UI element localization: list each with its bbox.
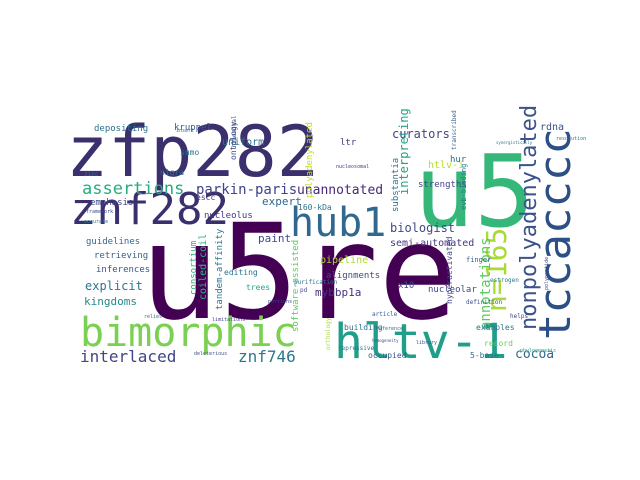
word-55: x10 <box>398 281 414 291</box>
word-81: phylogenetic <box>520 348 556 354</box>
word-22: mybbp1a <box>315 286 361 299</box>
word-87: synergistically <box>496 140 533 145</box>
word-70: ribosomal <box>231 115 238 148</box>
word-67: estrogen <box>490 277 519 284</box>
word-31: retrieving <box>94 251 148 261</box>
word-37: polyadenylated <box>305 122 315 198</box>
word-80: library <box>416 340 437 346</box>
word-47: hur <box>450 155 467 165</box>
word-46: htlv-i <box>428 160 464 171</box>
word-15: parkin-paris <box>196 182 297 198</box>
word-75: deleterious <box>194 351 227 357</box>
word-19: curators <box>392 127 450 141</box>
word-74: limitations <box>212 317 245 323</box>
word-68: article <box>372 311 398 318</box>
word-83: resolution <box>556 136 586 142</box>
word-48: nigra <box>160 168 184 177</box>
word-1: u5re <box>140 196 458 350</box>
word-41: trees <box>246 283 270 292</box>
word-11: interlaced <box>80 347 176 366</box>
word-6: hltv-1 <box>334 314 507 370</box>
word-65: definition <box>466 299 503 306</box>
word-35: tandem-affinity <box>215 228 225 310</box>
word-30: guidelines <box>86 237 140 247</box>
word-18: annotations <box>478 237 494 330</box>
word-44: substantia <box>391 158 401 212</box>
word-76: accurate <box>84 219 108 225</box>
word-45: strengths <box>418 180 467 190</box>
word-66: helps <box>510 313 528 320</box>
word-39: pipeline <box>320 255 368 266</box>
word-90: nucleosomal <box>336 164 369 170</box>
word-10: nonpolyadenylated <box>517 105 542 330</box>
word-84: framework <box>86 209 113 215</box>
word-50: escc <box>196 193 215 202</box>
word-72: zinc <box>84 171 99 178</box>
word-53: depositing <box>94 124 148 134</box>
word-2: zfp282 <box>66 111 319 193</box>
word-3: u5 <box>414 133 534 250</box>
word-61: 5-base <box>470 351 499 360</box>
word-14: cocoa <box>515 347 554 362</box>
word-49: sumo <box>180 148 199 157</box>
word-34: consortium <box>189 241 199 295</box>
word-64: finger <box>466 256 491 264</box>
word-7: znf282 <box>70 184 229 235</box>
word-42: nucleolus <box>204 211 253 221</box>
word-5: bimorphic <box>80 310 297 356</box>
word-82: polypeptide <box>544 257 550 290</box>
word-25: paint <box>258 232 291 245</box>
word-71: insert <box>176 128 194 134</box>
word-88: homogeneity <box>372 338 399 343</box>
word-73: portions <box>268 299 292 305</box>
word-28: rdna <box>540 122 564 133</box>
word-4: tccacccc <box>530 128 581 340</box>
word-40: editing <box>224 268 258 277</box>
word-38: alignments <box>326 271 380 281</box>
word-27: uniform <box>222 137 264 148</box>
word-69: purification <box>294 279 338 286</box>
word-36: software-assisted <box>291 240 301 332</box>
word-8: hub1 <box>290 200 386 246</box>
word-58: hyperactivated <box>445 236 454 304</box>
word-12: znf746 <box>238 347 296 366</box>
word-13: assertions <box>82 179 184 199</box>
word-33: coiled-coil <box>198 234 209 300</box>
word-54: ltr <box>340 138 357 148</box>
word-43: 160-kDa <box>298 203 332 212</box>
word-29: emphasis <box>90 198 133 208</box>
word-23: semi-automated <box>390 238 474 249</box>
word-21: kingdoms <box>84 295 137 308</box>
word-59: examples <box>476 323 515 332</box>
word-52: kruppel <box>174 123 212 133</box>
word-57: nucleolar <box>428 285 477 295</box>
word-79: orthology <box>325 317 332 350</box>
word-63: repressive <box>338 345 375 352</box>
word-17: biologist <box>390 221 455 235</box>
word-56: building <box>344 323 383 332</box>
word-32: inferences <box>96 265 150 275</box>
word-60: record <box>484 339 513 348</box>
word-16: unannotated <box>297 183 383 198</box>
word-9: n=165 <box>480 228 513 312</box>
word-85: relies <box>144 314 162 320</box>
word-86: pd <box>300 287 308 294</box>
word-20: explicit <box>85 279 143 293</box>
word-51: ontology <box>229 121 238 160</box>
word-89: evb-binding <box>460 164 468 210</box>
word-62: occupied <box>368 351 407 360</box>
word-77: transcribed <box>451 110 458 150</box>
word-78: reference <box>376 326 403 332</box>
word-26: interpreting <box>397 108 411 195</box>
word-24: expert <box>262 195 302 208</box>
